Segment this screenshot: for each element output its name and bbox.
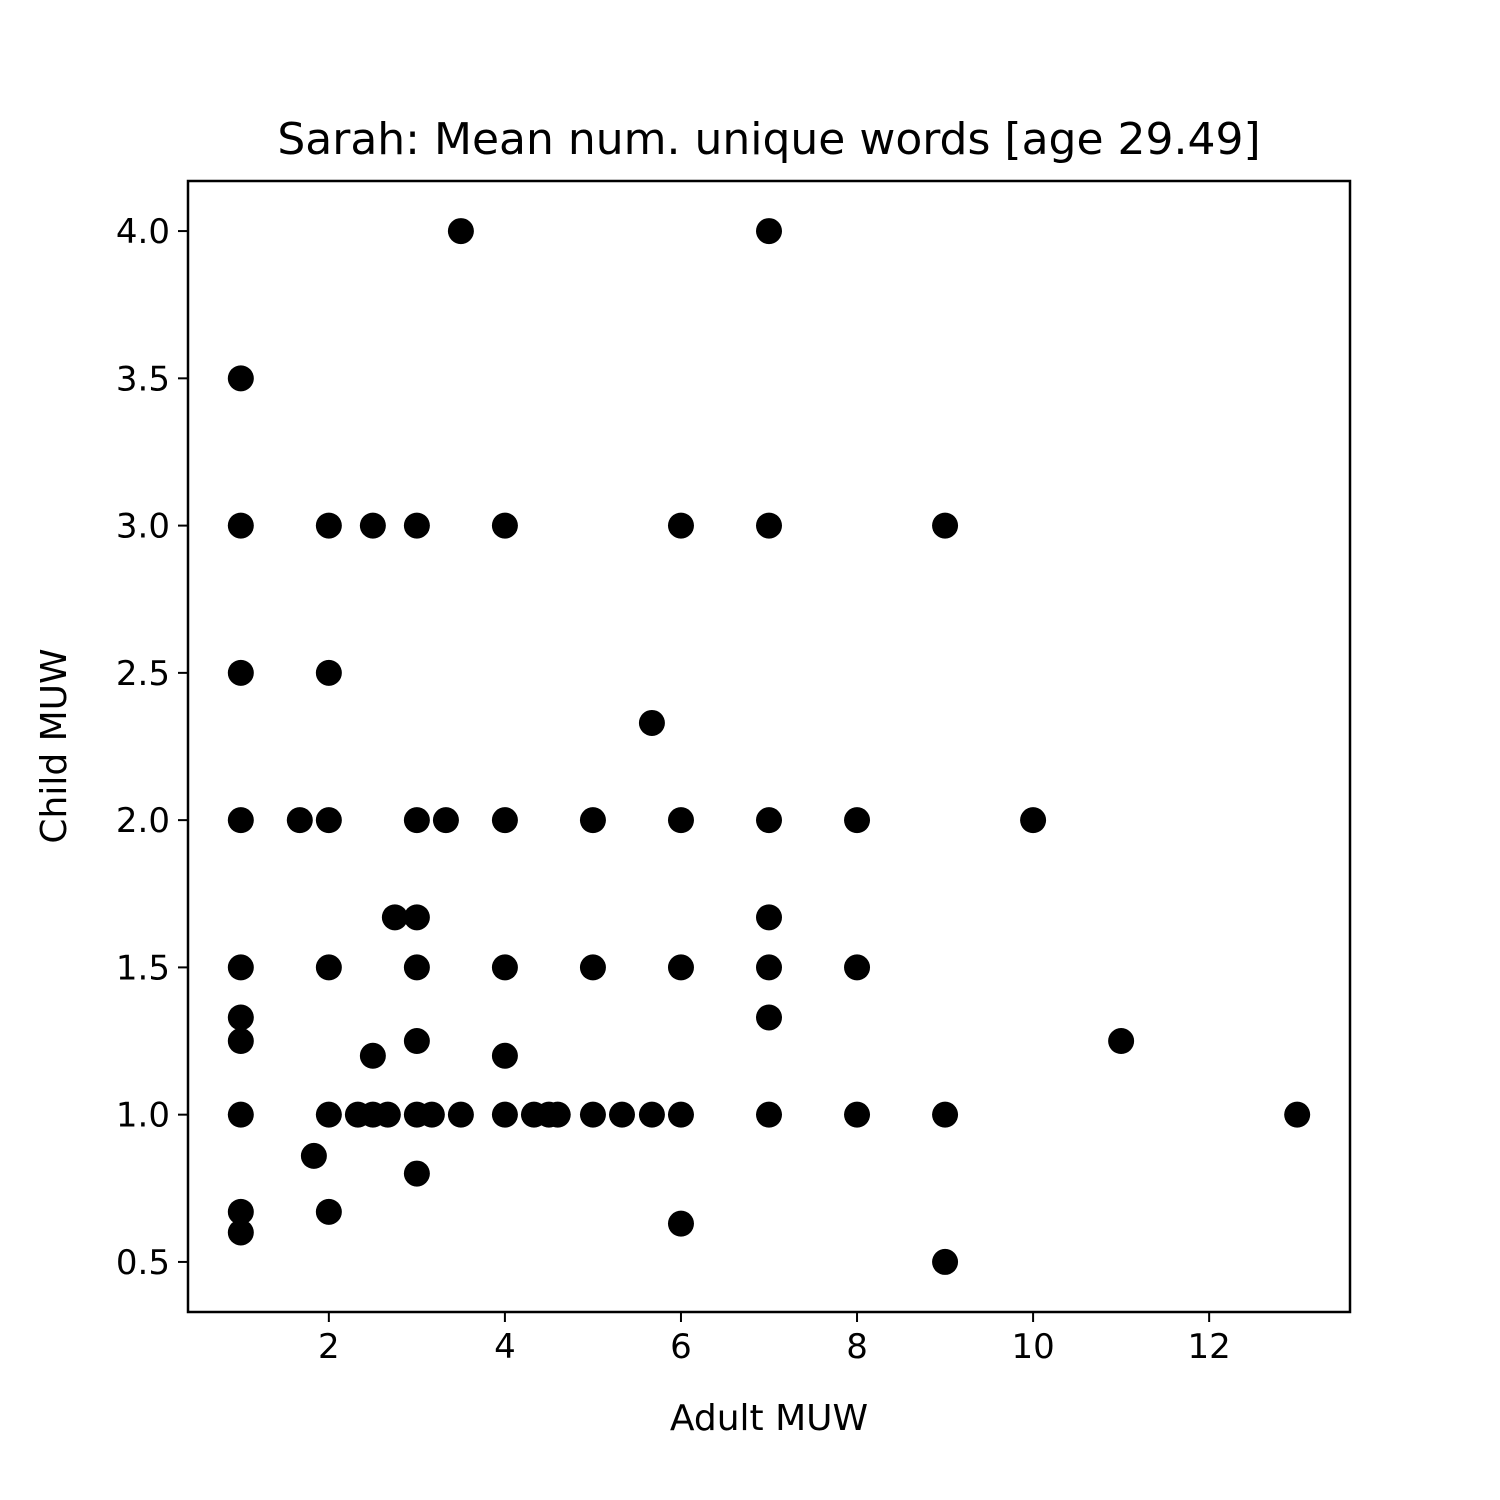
data-point xyxy=(315,807,342,834)
data-point xyxy=(359,1042,386,1069)
data-point xyxy=(227,807,254,834)
data-point xyxy=(608,1101,635,1128)
y-tick-label: 0.5 xyxy=(116,1243,170,1283)
y-axis-label: Child MUW xyxy=(34,648,75,843)
data-point xyxy=(667,807,694,834)
data-point xyxy=(374,1101,401,1128)
data-point xyxy=(286,807,313,834)
data-point xyxy=(227,1028,254,1055)
y-tick-label: 4.0 xyxy=(116,212,170,252)
data-point xyxy=(579,954,606,981)
data-point xyxy=(756,218,782,245)
data-point xyxy=(315,512,342,539)
chart-title: Sarah: Mean num. unique words [age 29.49… xyxy=(277,114,1260,165)
data-point xyxy=(227,512,254,539)
data-point xyxy=(932,1101,959,1128)
data-point xyxy=(579,1101,606,1128)
data-point xyxy=(491,1101,518,1128)
x-tick-label: 2 xyxy=(318,1327,340,1367)
data-point xyxy=(447,1101,474,1128)
data-point xyxy=(667,512,694,539)
data-point xyxy=(418,1101,445,1128)
x-axis-label: Adult MUW xyxy=(670,1398,868,1439)
data-point xyxy=(315,954,342,981)
data-point xyxy=(227,954,254,981)
data-point xyxy=(844,954,871,981)
data-point xyxy=(932,1248,959,1275)
data-point xyxy=(756,1004,782,1031)
data-point xyxy=(381,904,408,931)
data-point xyxy=(756,807,782,834)
data-point xyxy=(359,512,386,539)
data-point xyxy=(491,1042,518,1069)
y-tick-label: 3.5 xyxy=(116,359,170,399)
data-point xyxy=(667,954,694,981)
plot-frame xyxy=(186,179,1352,1314)
data-point xyxy=(544,1101,571,1128)
data-point xyxy=(844,807,871,834)
data-point xyxy=(227,1219,254,1246)
y-tick-label: 2.0 xyxy=(116,801,170,841)
data-point xyxy=(315,659,342,686)
y-tick-label: 2.5 xyxy=(116,654,170,694)
data-point xyxy=(491,512,518,539)
data-point xyxy=(227,1198,254,1225)
data-point xyxy=(315,1198,342,1225)
data-point xyxy=(1284,1101,1311,1128)
data-point xyxy=(579,807,606,834)
data-point xyxy=(227,659,254,686)
y-tick-label: 1.0 xyxy=(116,1096,170,1136)
data-point xyxy=(227,365,254,392)
data-point xyxy=(447,218,474,245)
x-tick-label: 10 xyxy=(1011,1327,1054,1367)
data-point xyxy=(638,1101,665,1128)
data-point xyxy=(491,807,518,834)
data-point xyxy=(403,1028,430,1055)
data-point xyxy=(227,1101,254,1128)
x-tick-label: 12 xyxy=(1188,1327,1231,1367)
data-point xyxy=(756,904,782,931)
data-point xyxy=(667,1101,694,1128)
data-points xyxy=(227,218,1311,1275)
data-point xyxy=(491,954,518,981)
data-point xyxy=(403,1160,430,1187)
x-tick-label: 6 xyxy=(670,1327,692,1367)
data-point xyxy=(403,904,430,931)
data-point xyxy=(432,807,459,834)
data-point xyxy=(638,709,665,736)
data-point xyxy=(227,1004,254,1031)
data-point xyxy=(844,1101,871,1128)
data-point xyxy=(300,1142,327,1169)
data-point xyxy=(756,954,782,981)
y-tick-label: 3.0 xyxy=(116,507,170,547)
y-tick-label: 1.5 xyxy=(116,948,170,988)
data-point xyxy=(403,954,430,981)
x-tick-label: 4 xyxy=(494,1327,516,1367)
data-point xyxy=(1108,1028,1135,1055)
data-point xyxy=(403,512,430,539)
data-point xyxy=(667,1210,694,1237)
axis-ticks: 2 4 6 8 10 12 0.5 1.0 1.5 2.0 2.5 3.0 3.5 4.0 xyxy=(116,212,1231,1367)
data-point xyxy=(932,512,959,539)
x-tick-label: 8 xyxy=(846,1327,868,1367)
data-point xyxy=(756,1101,782,1128)
data-point xyxy=(756,512,782,539)
data-point xyxy=(403,807,430,834)
data-point xyxy=(1020,807,1047,834)
data-point xyxy=(315,1101,342,1128)
